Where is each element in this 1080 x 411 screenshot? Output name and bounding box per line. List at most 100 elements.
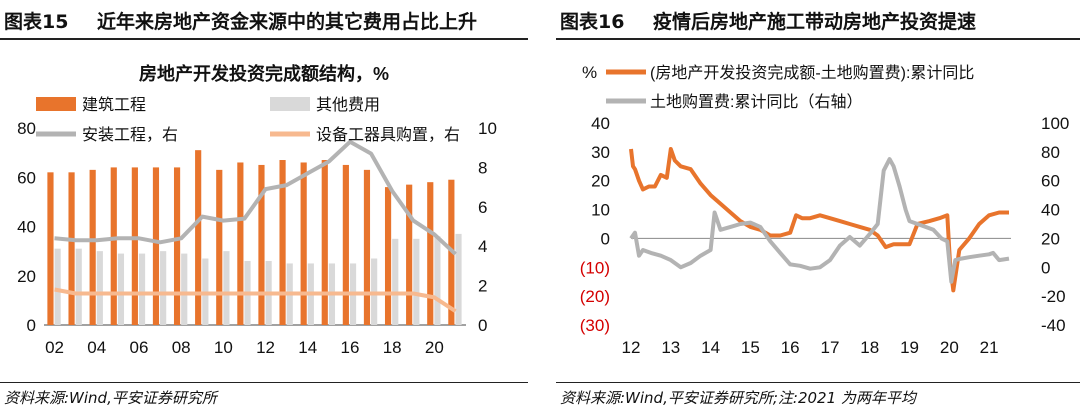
right-x-tick-label: 19 bbox=[900, 338, 919, 357]
left-bar-construction bbox=[68, 172, 75, 325]
right-y-tick-label: 10 bbox=[591, 201, 610, 220]
left-x-tick-label: 12 bbox=[256, 338, 275, 357]
left-x-tick-label: 18 bbox=[383, 338, 402, 357]
right-x-tick-label: 15 bbox=[741, 338, 760, 357]
left-y2-tick-label: 4 bbox=[478, 237, 487, 256]
right-y2-tick-label: 20 bbox=[1041, 229, 1060, 248]
left-x-tick-label: 08 bbox=[172, 338, 191, 357]
legend-swatch bbox=[36, 97, 76, 111]
left-figure-panel: 图表15 近年来房地产资金来源中的其它费用占比上升 房地产开发投资完成额结构，%… bbox=[0, 0, 528, 411]
right-y-tick-label: 20 bbox=[591, 172, 610, 191]
left-y-tick-label: 0 bbox=[27, 316, 36, 335]
left-bar-construction bbox=[110, 167, 117, 325]
left-figure-header: 图表15 近年来房地产资金来源中的其它费用占比上升 bbox=[0, 0, 528, 40]
left-bar-construction bbox=[258, 164, 265, 325]
left-y-tick-label: 20 bbox=[17, 267, 36, 286]
right-y-tick-label: 40 bbox=[591, 114, 610, 133]
right-x-tick-label: 13 bbox=[661, 338, 680, 357]
left-y2-tick-label: 2 bbox=[478, 277, 487, 296]
legend-label: 其他费用 bbox=[316, 96, 380, 114]
left-bar-construction bbox=[173, 167, 181, 325]
left-x-tick-label: 20 bbox=[425, 338, 444, 357]
left-bar-construction bbox=[406, 184, 413, 325]
right-y2-tick-label: 100 bbox=[1041, 114, 1069, 133]
left-bar-construction bbox=[300, 162, 307, 325]
left-y2-tick-label: 10 bbox=[478, 119, 497, 138]
left-x-tick-label: 14 bbox=[298, 338, 317, 357]
legend-label: (房地产开发投资完成额-土地购置费):累计同比 bbox=[650, 64, 974, 82]
left-y-tick-label: 60 bbox=[17, 168, 36, 187]
right-y2-tick-label: -40 bbox=[1041, 316, 1066, 335]
left-bar-construction bbox=[427, 182, 434, 325]
right-x-tick-label: 12 bbox=[622, 338, 641, 357]
right-line-land-purchase bbox=[629, 157, 1010, 284]
legend-label: 安装工程，右 bbox=[82, 126, 178, 144]
left-bar-other-fees bbox=[181, 253, 188, 325]
left-source-footer: 资料来源:Wind,平安证券研究所 bbox=[0, 382, 528, 409]
left-chart-title: 房地产开发投资完成额结构，% bbox=[139, 63, 389, 84]
left-source-note: 资料来源:Wind,平安证券研究所 bbox=[4, 389, 217, 407]
left-bar-construction bbox=[363, 169, 371, 325]
right-x-tick-label: 14 bbox=[701, 338, 720, 357]
right-y-tick-label: 0 bbox=[601, 229, 610, 248]
left-x-tick-label: 04 bbox=[87, 338, 106, 357]
left-bar-construction bbox=[342, 164, 349, 325]
right-figure-label: 图表16 bbox=[560, 11, 625, 33]
left-bar-other-fees bbox=[138, 253, 146, 325]
legend-swatch bbox=[270, 97, 310, 111]
left-bar-other-fees bbox=[117, 253, 125, 325]
left-bar-construction bbox=[279, 160, 286, 325]
right-x-tick-label: 16 bbox=[781, 338, 800, 357]
left-x-tick-label: 16 bbox=[340, 338, 359, 357]
right-y-tick-label: (10) bbox=[580, 258, 610, 277]
legend-label: 建筑工程 bbox=[82, 96, 146, 114]
right-x-tick-label: 18 bbox=[860, 338, 879, 357]
right-figure-panel: 图表16 疫情后房地产施工带动房地产投资提速 % (30) (20) (10) 0 10 2… bbox=[556, 0, 1080, 411]
right-y2-tick-label: 80 bbox=[1041, 143, 1060, 162]
right-x-tick-label: 17 bbox=[820, 338, 839, 357]
left-line-equipment bbox=[54, 287, 457, 313]
left-bar-other-fees bbox=[455, 233, 462, 325]
left-bar-other-fees bbox=[434, 236, 441, 325]
left-y-tick-label: 80 bbox=[17, 119, 36, 138]
left-y-tick-label: 40 bbox=[17, 218, 36, 237]
right-y2-tick-label: 40 bbox=[1041, 201, 1060, 220]
left-bar-construction bbox=[195, 150, 202, 325]
left-bar-other-fees bbox=[96, 251, 103, 325]
left-bar-construction bbox=[384, 187, 392, 325]
right-figure-header: 图表16 疫情后房地产施工带动房地产投资提速 bbox=[556, 0, 1080, 40]
right-y-tick-label: 30 bbox=[591, 143, 610, 162]
left-bar-construction bbox=[237, 162, 244, 325]
left-x-tick-label: 02 bbox=[45, 338, 64, 357]
right-chart: % (30) (20) (10) 0 10 20 30 40 -40 -20 0 20 40 60 80 100… bbox=[580, 63, 1070, 357]
right-y-tick-label: (30) bbox=[580, 316, 610, 335]
left-line-installation bbox=[54, 139, 457, 256]
right-y2-tick-label: -20 bbox=[1041, 287, 1066, 306]
right-figure-title: 疫情后房地产施工带动房地产投资提速 bbox=[653, 11, 977, 33]
legend-label: 设备工器具购置，右 bbox=[316, 126, 460, 144]
left-bar-construction bbox=[216, 169, 223, 325]
right-line-investment-ex-land bbox=[629, 147, 1009, 293]
left-bar-other-fees bbox=[223, 251, 230, 325]
left-bar-other-fees bbox=[75, 248, 82, 325]
left-x-tick-label: 06 bbox=[129, 338, 148, 357]
left-bar-other-fees bbox=[54, 248, 61, 325]
left-y2-tick-label: 0 bbox=[478, 316, 487, 335]
left-figure-label: 图表15 bbox=[4, 11, 69, 33]
right-y2-tick-label: 60 bbox=[1041, 172, 1060, 191]
right-y2-tick-label: 0 bbox=[1041, 258, 1050, 277]
left-bar-construction bbox=[131, 167, 138, 325]
left-bar-construction bbox=[89, 169, 96, 325]
left-figure-title: 近年来房地产资金来源中的其它费用占比上升 bbox=[97, 11, 478, 33]
right-x-tick-label: 20 bbox=[940, 338, 959, 357]
right-x-tick-label: 21 bbox=[980, 338, 999, 357]
right-source-note: 资料来源:Wind,平安证券研究所;注:2021 为两年平均 bbox=[560, 389, 916, 407]
left-y2-tick-label: 8 bbox=[478, 158, 487, 177]
left-x-tick-label: 10 bbox=[214, 338, 233, 357]
right-y-tick-label: (20) bbox=[580, 287, 610, 306]
right-source-footer: 资料来源:Wind,平安证券研究所;注:2021 为两年平均 bbox=[556, 382, 1080, 409]
left-y2-tick-label: 6 bbox=[478, 198, 487, 217]
left-bar-other-fees bbox=[392, 238, 399, 325]
left-bar-other-fees bbox=[160, 251, 167, 325]
